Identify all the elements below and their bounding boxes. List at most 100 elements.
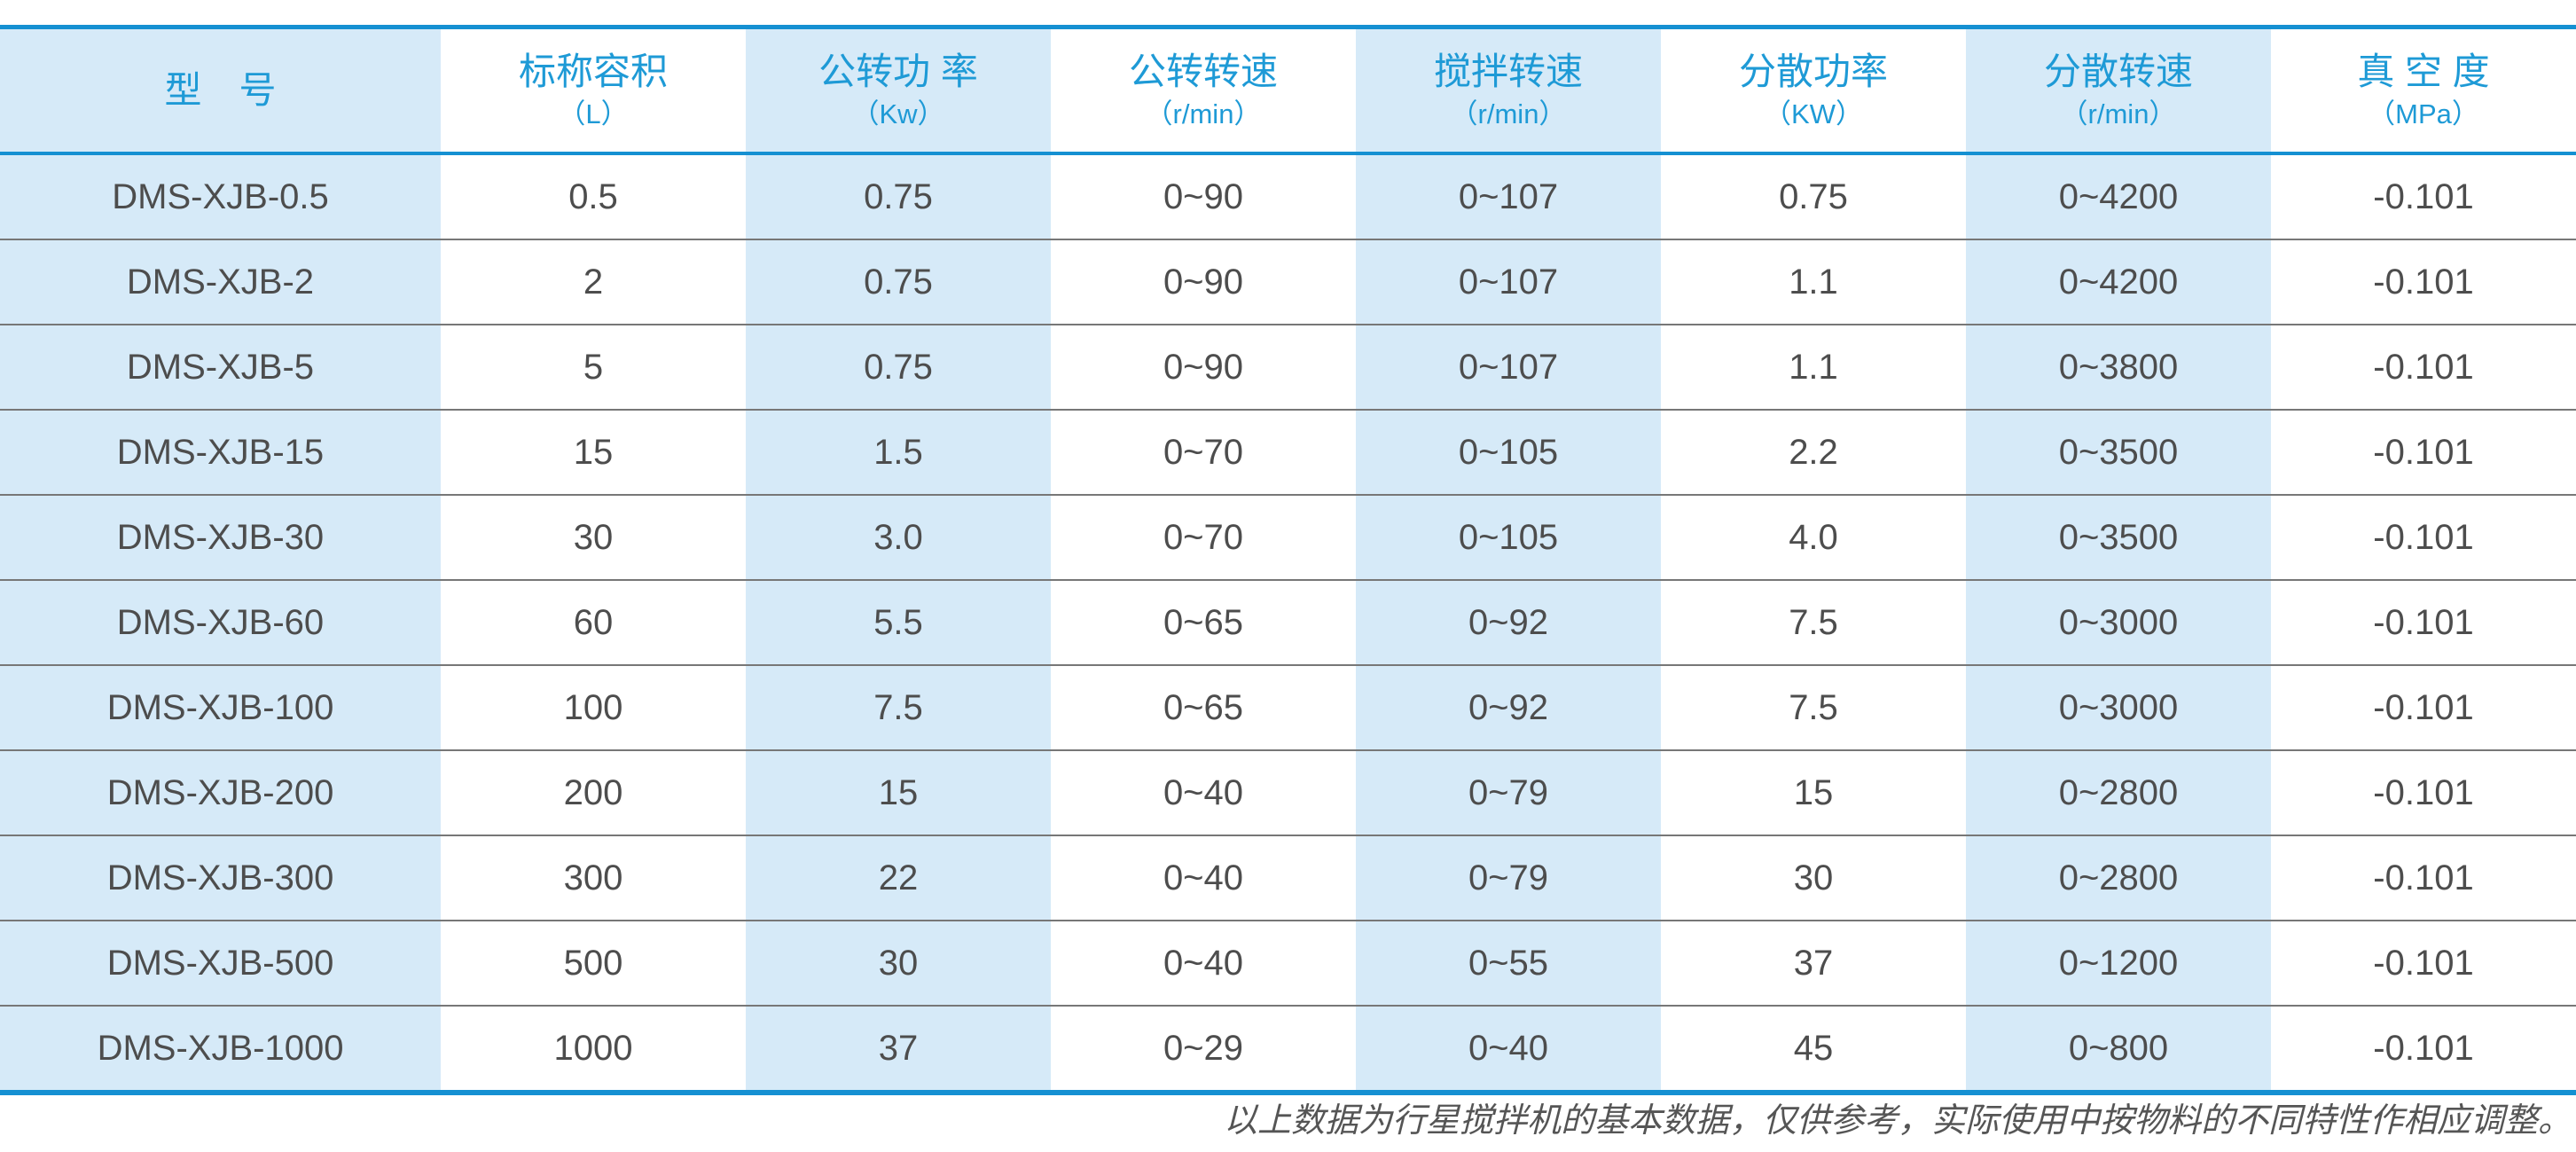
cell-stirring-speed: 0~40	[1356, 1007, 1661, 1090]
cell-revolution-power: 15	[746, 751, 1051, 835]
cell-stirring-speed: 0~79	[1356, 751, 1661, 835]
column-header-revolution-power: 公转功 率 （Kw）	[746, 29, 1051, 152]
cell-revolution-speed: 0~70	[1163, 517, 1244, 557]
cell-vacuum-degree: -0.101	[2373, 858, 2474, 897]
cell-dispersion-power: 0.75	[1779, 176, 1848, 216]
column-unit: （Kw）	[851, 98, 945, 130]
cell-nominal-volume: 300	[563, 858, 623, 897]
column-unit: （r/min）	[1145, 98, 1262, 130]
column-title: 分散转速	[2043, 50, 2193, 92]
cell-vacuum-degree: -0.101	[2373, 772, 2474, 812]
cell-dispersion-speed: 0~4200	[1966, 240, 2271, 324]
cell-model: DMS-XJB-200	[0, 751, 441, 835]
cell-stirring-speed: 0~105	[1356, 496, 1661, 579]
cell-vacuum-degree: -0.101	[2373, 1028, 2474, 1068]
cell-nominal-volume: 5	[583, 347, 604, 387]
cell-dispersion-speed: 0~3500	[1966, 411, 2271, 494]
cell-nominal-volume: 2	[583, 262, 604, 302]
cell-dispersion-speed: 0~3500	[1966, 496, 2271, 579]
cell-dispersion-power: 7.5	[1789, 687, 1838, 727]
cell-dispersion-speed: 0~1200	[1966, 921, 2271, 1005]
column-header-model: 型 号	[0, 29, 441, 152]
cell-revolution-power: 1.5	[746, 411, 1051, 494]
column-header-revolution-speed: 公转转速 （r/min）	[1051, 29, 1356, 152]
column-header-dispersion-power: 分散功率 （KW）	[1661, 29, 1966, 152]
column-unit: （r/min）	[1450, 98, 1567, 130]
cell-revolution-speed: 0~40	[1163, 858, 1244, 897]
cell-nominal-volume: 60	[573, 602, 614, 642]
cell-revolution-power: 0.75	[746, 155, 1051, 239]
cell-dispersion-speed: 0~4200	[1966, 155, 2271, 239]
table-header-row: 型 号 标称容积 （L） 公转功 率 （Kw） 公转转速 （r/min） 搅拌转…	[0, 29, 2576, 155]
cell-dispersion-speed: 0~2800	[1966, 751, 2271, 835]
cell-nominal-volume: 0.5	[568, 176, 618, 216]
cell-dispersion-power: 7.5	[1789, 602, 1838, 642]
spec-table: 型 号 标称容积 （L） 公转功 率 （Kw） 公转转速 （r/min） 搅拌转…	[0, 25, 2576, 1095]
table-row: DMS-XJB-60 60 5.5 0~65 0~92 7.5 0~3000 -…	[0, 579, 2576, 664]
cell-stirring-speed: 0~107	[1356, 240, 1661, 324]
cell-dispersion-speed: 0~800	[1966, 1007, 2271, 1090]
cell-revolution-power: 5.5	[746, 581, 1051, 664]
cell-revolution-power: 0.75	[746, 240, 1051, 324]
cell-dispersion-power: 1.1	[1789, 347, 1838, 387]
cell-revolution-speed: 0~65	[1163, 687, 1244, 727]
table-row: DMS-XJB-0.5 0.5 0.75 0~90 0~107 0.75 0~4…	[0, 155, 2576, 239]
column-header-nominal-volume: 标称容积 （L）	[441, 29, 746, 152]
cell-revolution-speed: 0~70	[1163, 432, 1244, 472]
cell-revolution-power: 0.75	[746, 325, 1051, 409]
cell-dispersion-power: 4.0	[1789, 517, 1838, 557]
cell-revolution-power: 30	[746, 921, 1051, 1005]
cell-model: DMS-XJB-30	[0, 496, 441, 579]
cell-revolution-power: 7.5	[746, 666, 1051, 749]
cell-dispersion-speed: 0~3000	[1966, 581, 2271, 664]
cell-revolution-power: 22	[746, 836, 1051, 920]
cell-stirring-speed: 0~107	[1356, 155, 1661, 239]
cell-revolution-power: 37	[746, 1007, 1051, 1090]
cell-dispersion-speed: 0~2800	[1966, 836, 2271, 920]
cell-dispersion-power: 45	[1793, 1028, 1834, 1068]
cell-vacuum-degree: -0.101	[2373, 602, 2474, 642]
cell-stirring-speed: 0~92	[1356, 666, 1661, 749]
cell-model: DMS-XJB-15	[0, 411, 441, 494]
table-row: DMS-XJB-5 5 0.75 0~90 0~107 1.1 0~3800 -…	[0, 324, 2576, 409]
cell-nominal-volume: 200	[563, 772, 623, 812]
cell-stirring-speed: 0~105	[1356, 411, 1661, 494]
cell-revolution-speed: 0~40	[1163, 943, 1244, 983]
cell-vacuum-degree: -0.101	[2373, 687, 2474, 727]
cell-model: DMS-XJB-2	[0, 240, 441, 324]
column-header-stirring-speed: 搅拌转速 （r/min）	[1356, 29, 1661, 152]
column-title: 型 号	[164, 68, 277, 111]
table-row: DMS-XJB-15 15 1.5 0~70 0~105 2.2 0~3500 …	[0, 409, 2576, 494]
cell-vacuum-degree: -0.101	[2373, 517, 2474, 557]
cell-nominal-volume: 30	[573, 517, 614, 557]
column-title: 分散功率	[1738, 50, 1888, 92]
cell-model: DMS-XJB-1000	[0, 1007, 441, 1090]
cell-model: DMS-XJB-300	[0, 836, 441, 920]
cell-model: DMS-XJB-60	[0, 581, 441, 664]
table-row: DMS-XJB-200 200 15 0~40 0~79 15 0~2800 -…	[0, 749, 2576, 835]
cell-vacuum-degree: -0.101	[2373, 432, 2474, 472]
cell-dispersion-speed: 0~3000	[1966, 666, 2271, 749]
cell-nominal-volume: 15	[573, 432, 614, 472]
cell-revolution-speed: 0~90	[1163, 347, 1244, 387]
table-row: DMS-XJB-2 2 0.75 0~90 0~107 1.1 0~4200 -…	[0, 239, 2576, 324]
column-header-vacuum-degree: 真 空 度 （MPa）	[2271, 29, 2576, 152]
column-title: 真 空 度	[2357, 50, 2490, 92]
column-title: 公转转速	[1128, 50, 1278, 92]
column-title: 公转功 率	[818, 50, 978, 92]
table-row: DMS-XJB-1000 1000 37 0~29 0~40 45 0~800 …	[0, 1005, 2576, 1090]
cell-revolution-speed: 0~29	[1163, 1028, 1244, 1068]
column-unit: （r/min）	[2060, 98, 2177, 130]
cell-dispersion-power: 1.1	[1789, 262, 1838, 302]
column-title: 标称容积	[518, 50, 668, 92]
cell-model: DMS-XJB-0.5	[0, 155, 441, 239]
cell-revolution-power: 3.0	[746, 496, 1051, 579]
table-body: DMS-XJB-0.5 0.5 0.75 0~90 0~107 0.75 0~4…	[0, 155, 2576, 1090]
column-unit: （L）	[558, 98, 629, 130]
cell-dispersion-power: 37	[1793, 943, 1834, 983]
cell-model: DMS-XJB-100	[0, 666, 441, 749]
column-unit: （KW）	[1764, 98, 1863, 130]
cell-dispersion-power: 15	[1793, 772, 1834, 812]
cell-vacuum-degree: -0.101	[2373, 262, 2474, 302]
